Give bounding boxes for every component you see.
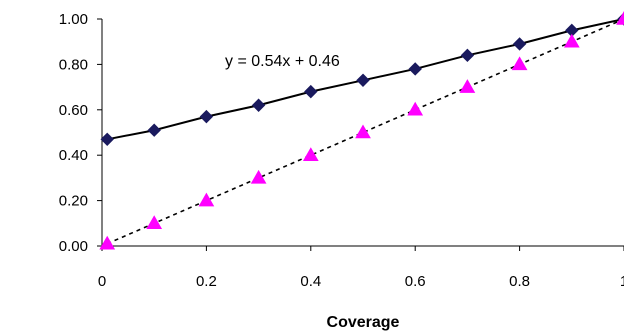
y-tick-label: 0.60: [59, 102, 88, 119]
triangle-marker: [511, 56, 528, 71]
series-1: [100, 12, 624, 147]
diamond-marker: [147, 123, 161, 137]
diamond-marker: [304, 84, 318, 99]
triangle-marker: [563, 33, 580, 48]
diamond-marker: [251, 98, 266, 112]
regression-equation: y = 0.54x + 0.46: [225, 53, 340, 70]
triangle-marker: [250, 169, 267, 184]
x-tick-label: 0.4: [300, 273, 321, 290]
diamond-marker: [460, 48, 475, 63]
diamond-marker: [408, 62, 422, 76]
y-tick-label: 0.00: [59, 238, 88, 255]
triangle-marker: [302, 147, 319, 161]
y-tick-label: 0.80: [59, 56, 88, 73]
y-tick-label: 1.00: [59, 11, 88, 28]
tick-labels: 0.00 0.20 0.40 0.60 0.80 1.00 0 0.2 0.4 0.6 0.8 1: [59, 11, 624, 290]
diamond-marker: [199, 109, 214, 124]
x-axis-label: Coverage: [327, 314, 400, 331]
series-layer: [99, 10, 624, 250]
triangle-marker: [616, 10, 624, 25]
x-tick-label: 0.8: [509, 273, 530, 290]
triangle-marker: [355, 124, 371, 139]
y-tick-label: 0.20: [59, 193, 88, 210]
diamond-marker: [512, 37, 527, 51]
diamond-marker: [356, 73, 370, 87]
triangle-marker: [146, 215, 163, 230]
diamond-marker: [100, 132, 114, 147]
triangle-marker: [459, 79, 476, 93]
x-tick-label: 0.2: [196, 273, 217, 290]
triangle-marker: [198, 192, 215, 207]
series-2-line: [106, 18, 624, 245]
triangle-marker: [99, 235, 116, 250]
triangle-marker: [407, 101, 424, 116]
x-tick-label: 0.6: [405, 273, 426, 290]
x-tick-label: 1: [620, 273, 624, 290]
x-tick-label: 0: [98, 273, 106, 290]
y-tick-label: 0.40: [59, 147, 88, 164]
series-2: [99, 10, 624, 250]
axes: [97, 18, 624, 251]
